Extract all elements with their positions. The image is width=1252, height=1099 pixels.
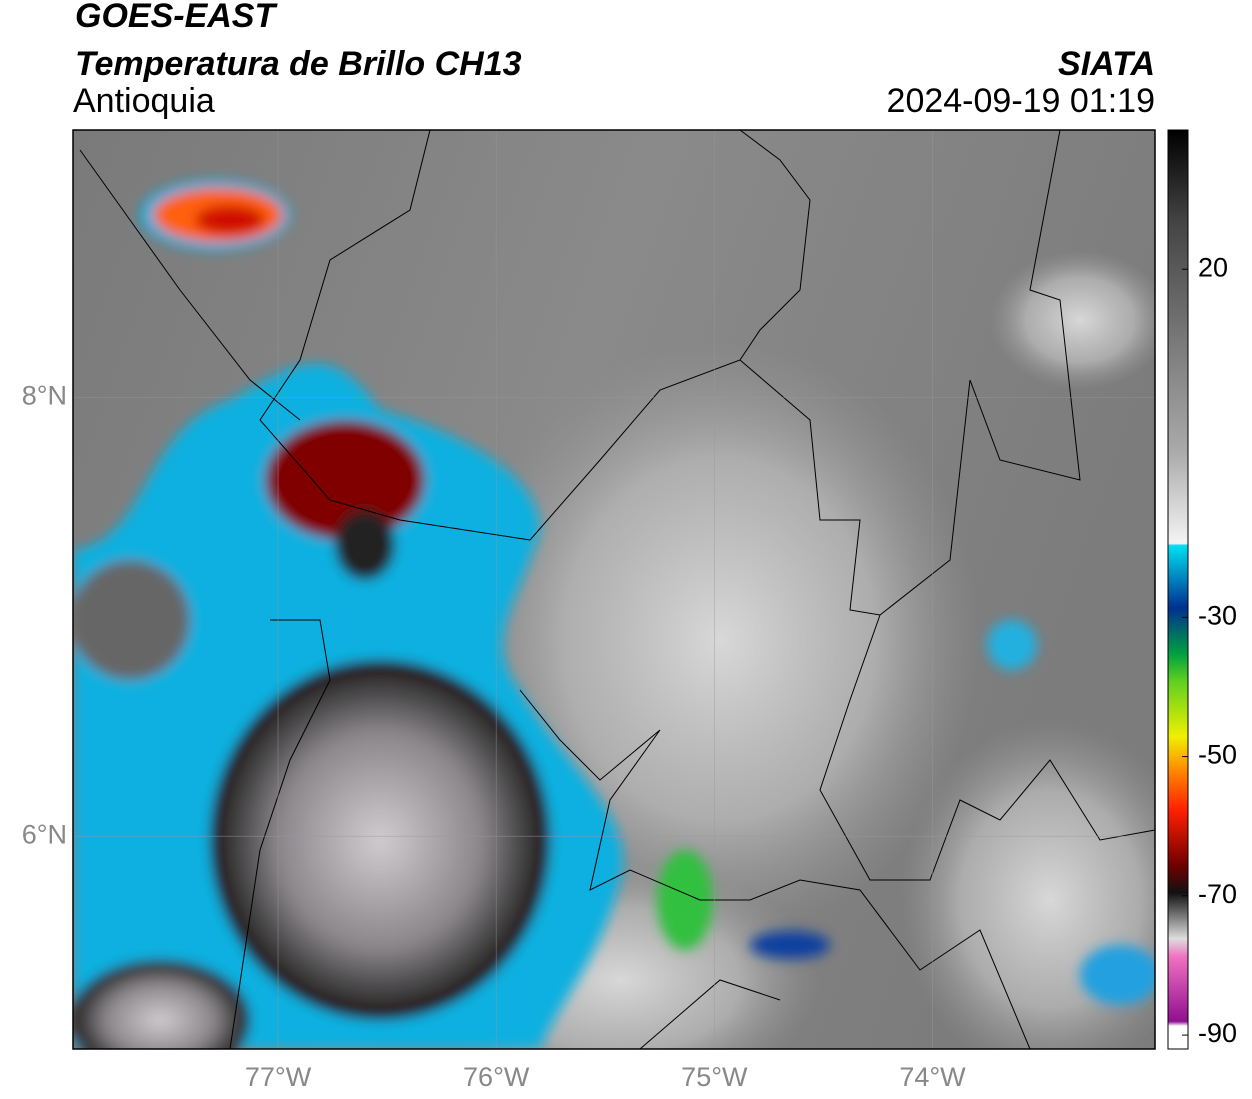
- colorbar-label: -30: [1198, 600, 1237, 630]
- lon-label: 77°W: [245, 1062, 312, 1092]
- borders: [79, 130, 1155, 1049]
- satellite-image: [73, 130, 1155, 1049]
- lon-label: 74°W: [899, 1062, 966, 1092]
- title: GOES-EAST: [75, 0, 278, 35]
- map-frame: [72, 129, 1156, 1050]
- region: Antioquia: [73, 82, 215, 120]
- subtitle: Temperatura de Brillo CH13: [75, 45, 522, 83]
- lon-label: 76°W: [463, 1062, 530, 1092]
- lon-label: 75°W: [681, 1062, 748, 1092]
- source: SIATA: [1058, 45, 1155, 83]
- colorbar-label: -90: [1198, 1018, 1237, 1048]
- lat-label: 8°N: [22, 381, 67, 411]
- datetime: 2024-09-19 01:19: [887, 82, 1155, 120]
- lat-label: 6°N: [22, 819, 67, 849]
- colorbar-label: -70: [1198, 879, 1237, 909]
- colorbar-label: 20: [1198, 252, 1228, 282]
- colorbar: [1167, 129, 1189, 1050]
- colorbar-label: -50: [1198, 740, 1237, 770]
